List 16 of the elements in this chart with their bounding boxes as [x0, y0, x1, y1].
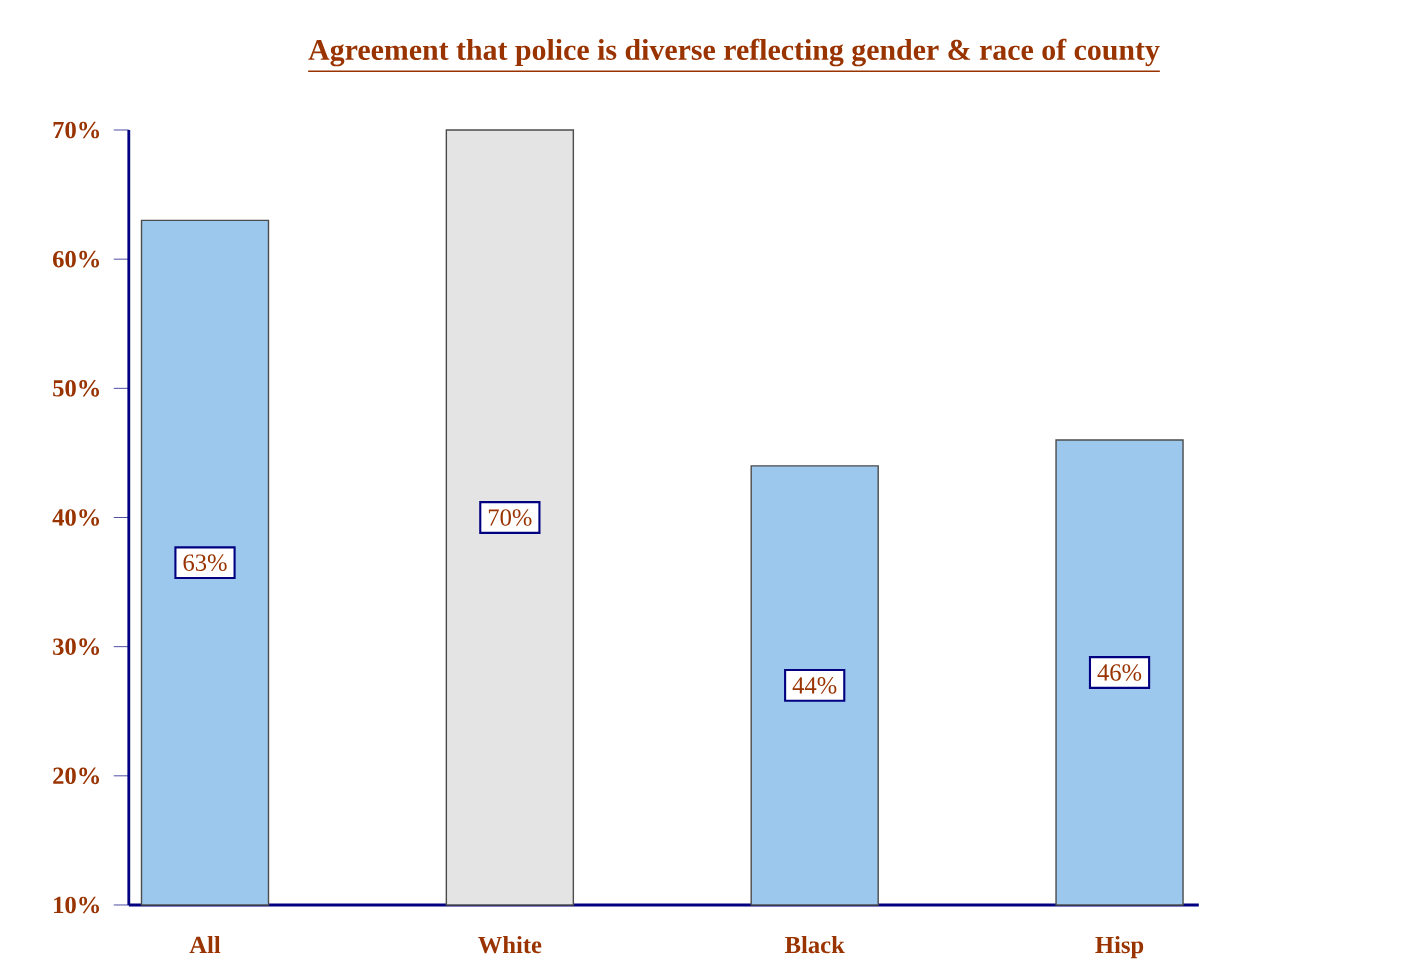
data-label: 44% [792, 677, 837, 694]
data-label: 46% [1097, 664, 1142, 681]
x-tick-label: Hisp [1095, 935, 1144, 959]
chart-title: Agreement that police is diverse reflecting gender & race of county [308, 38, 1160, 67]
y-tick-label: 40% [52, 509, 100, 526]
x-tick-label: Black [785, 935, 845, 954]
data-label: 70% [488, 509, 532, 526]
x-tick-label: All [189, 935, 221, 953]
y-tick-label: 60% [52, 250, 100, 268]
data-label: 63% [183, 554, 227, 572]
y-tick-label: 20% [53, 767, 100, 785]
y-tick-label: 50% [53, 379, 100, 397]
y-tick-label: 30% [53, 638, 100, 655]
y-tick-label: 70% [53, 121, 100, 139]
x-tick-label: White [478, 935, 542, 954]
y-tick-label: 10% [54, 896, 100, 914]
